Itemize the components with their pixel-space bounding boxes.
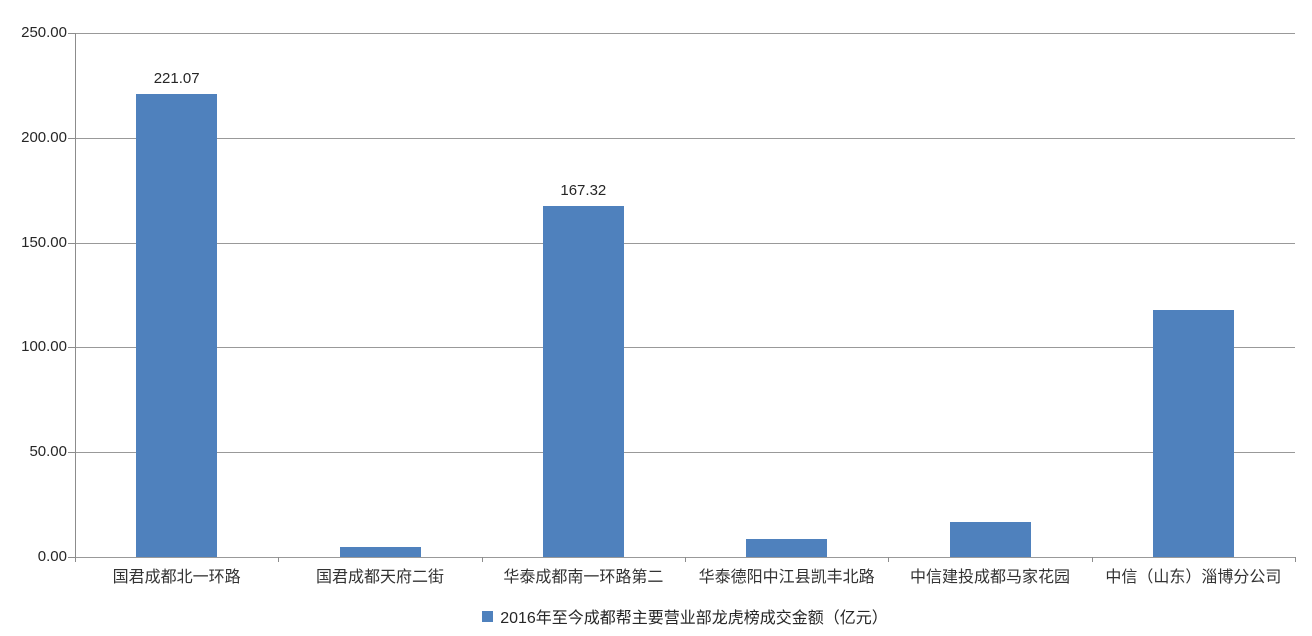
legend: 2016年至今成都帮主要营业部龙虎榜成交金额（亿元） <box>75 604 1295 628</box>
y-tick-label: 250.00 <box>21 24 67 41</box>
x-tick-mark <box>75 557 76 562</box>
plot-area <box>75 33 1295 558</box>
bar-6 <box>1152 309 1234 557</box>
x-tick-mark <box>1091 557 1093 562</box>
x-category-label: 国君成都天府二街 <box>315 569 444 586</box>
bar-2 <box>339 546 421 557</box>
x-category-label: 中信建投成都马家花园 <box>909 569 1070 586</box>
y-tick-mark <box>68 452 75 454</box>
gridline <box>75 242 1295 244</box>
bar-1 <box>136 93 218 557</box>
y-tick-mark <box>68 557 75 558</box>
x-category-label: 华泰成都南一环路第二 <box>503 569 664 586</box>
gridline <box>75 137 1295 139</box>
y-tick-label: 200.00 <box>21 128 67 146</box>
x-tick-mark <box>685 557 686 562</box>
gridline <box>75 452 1295 454</box>
y-tick-mark <box>68 137 75 139</box>
x-tick-mark <box>1295 557 1296 562</box>
bar-5 <box>949 521 1031 557</box>
y-tick-label: 150.00 <box>21 233 67 251</box>
y-axis-line <box>75 33 76 558</box>
y-tick-mark <box>68 242 75 244</box>
y-tick-label: 0.00 <box>37 548 67 565</box>
y-tick-label: 100.00 <box>21 338 67 356</box>
bar-4 <box>746 538 828 557</box>
bar-value-label: 221.07 <box>153 69 200 87</box>
y-tick-mark <box>68 33 75 34</box>
x-category-label: 国君成都北一环路 <box>112 569 241 586</box>
legend-marker-icon <box>482 610 494 622</box>
gridline <box>75 33 1295 34</box>
y-tick-label: 50.00 <box>29 443 67 461</box>
bar-value-label: 167.32 <box>560 182 607 200</box>
bar-3 <box>542 206 624 557</box>
x-tick-mark <box>278 557 280 562</box>
x-category-label: 中信（山东）淄博分公司 <box>1105 569 1282 586</box>
x-category-label: 华泰德阳中江县凯丰北路 <box>698 569 875 586</box>
x-tick-mark <box>481 557 483 562</box>
gridline <box>75 347 1295 349</box>
y-tick-mark <box>68 347 75 349</box>
legend-label: 2016年至今成都帮主要营业部龙虎榜成交金额（亿元） <box>500 610 888 627</box>
x-tick-mark <box>888 557 890 562</box>
